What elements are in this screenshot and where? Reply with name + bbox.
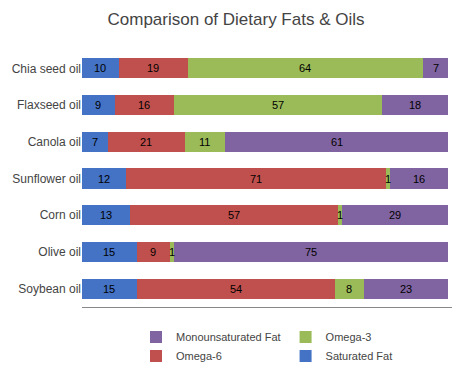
svg-text:7: 7 <box>433 62 439 74</box>
svg-text:9: 9 <box>95 99 101 111</box>
svg-text:13: 13 <box>100 209 112 221</box>
svg-text:Corn oil: Corn oil <box>40 208 81 222</box>
svg-text:1: 1 <box>337 209 343 221</box>
svg-text:21: 21 <box>140 136 152 148</box>
svg-text:15: 15 <box>103 283 115 295</box>
svg-text:Chia seed oil: Chia seed oil <box>12 62 81 76</box>
svg-text:57: 57 <box>228 209 240 221</box>
svg-text:75: 75 <box>305 246 317 258</box>
svg-text:64: 64 <box>299 62 311 74</box>
svg-text:Olive oil: Olive oil <box>38 245 81 259</box>
svg-text:16: 16 <box>138 99 150 111</box>
svg-text:1: 1 <box>385 173 391 185</box>
svg-text:7: 7 <box>92 136 98 148</box>
svg-text:57: 57 <box>272 99 284 111</box>
svg-text:71: 71 <box>250 173 262 185</box>
svg-text:1: 1 <box>169 246 175 258</box>
svg-text:Soybean oil: Soybean oil <box>18 282 81 296</box>
svg-text:15: 15 <box>103 246 115 258</box>
svg-text:11: 11 <box>199 136 210 148</box>
svg-text:10: 10 <box>94 62 106 74</box>
svg-text:29: 29 <box>389 209 401 221</box>
svg-text:54: 54 <box>230 283 242 295</box>
svg-text:Sunflower oil: Sunflower oil <box>12 172 81 186</box>
svg-text:23: 23 <box>400 283 412 295</box>
svg-text:Monounsaturated Fat: Monounsaturated Fat <box>176 331 281 343</box>
svg-text:61: 61 <box>331 136 343 148</box>
svg-text:Saturated Fat: Saturated Fat <box>326 350 393 362</box>
svg-text:9: 9 <box>150 246 156 258</box>
svg-text:Flaxseed oil: Flaxseed oil <box>17 98 81 112</box>
svg-text:Omega-3: Omega-3 <box>326 331 372 343</box>
svg-text:18: 18 <box>409 99 421 111</box>
svg-text:Omega-6: Omega-6 <box>176 350 222 362</box>
svg-text:16: 16 <box>413 173 425 185</box>
svg-text:8: 8 <box>346 283 352 295</box>
svg-text:Canola oil: Canola oil <box>28 135 81 149</box>
svg-text:12: 12 <box>98 173 110 185</box>
svg-text:19: 19 <box>147 62 159 74</box>
svg-text:Comparison of Dietary Fats & O: Comparison of Dietary Fats & Oils <box>108 10 365 29</box>
